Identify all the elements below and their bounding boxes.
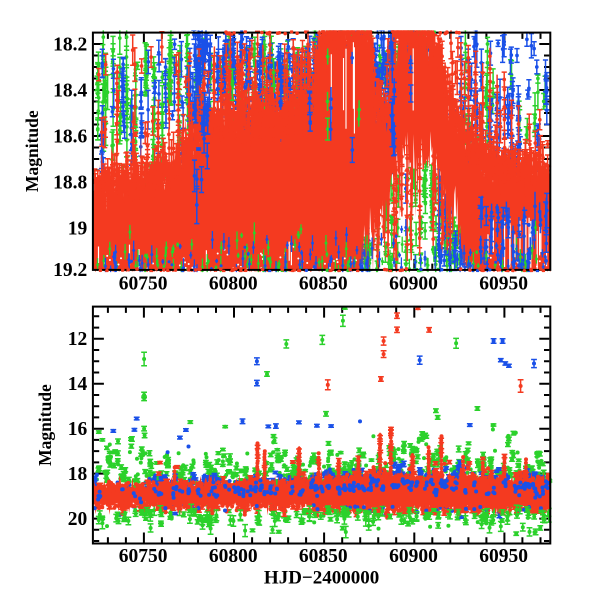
- svg-text:14: 14: [68, 374, 88, 395]
- svg-text:20: 20: [68, 509, 88, 530]
- svg-text:18.2: 18.2: [53, 34, 87, 55]
- svg-text:60750: 60750: [119, 274, 168, 295]
- svg-text:19: 19: [68, 218, 88, 239]
- svg-text:Magnitude: Magnitude: [35, 384, 55, 466]
- svg-text:60800: 60800: [209, 274, 258, 295]
- svg-text:60850: 60850: [299, 546, 348, 567]
- svg-text:60950: 60950: [479, 274, 528, 295]
- svg-text:12: 12: [68, 329, 88, 350]
- svg-text:60900: 60900: [389, 546, 438, 567]
- svg-text:18.8: 18.8: [53, 172, 87, 193]
- svg-text:18.6: 18.6: [53, 126, 87, 147]
- svg-text:60800: 60800: [209, 546, 258, 567]
- svg-text:Magnitude: Magnitude: [22, 110, 42, 192]
- svg-text:18: 18: [68, 464, 88, 485]
- svg-text:60950: 60950: [479, 546, 528, 567]
- svg-text:HJD−2400000: HJD−2400000: [264, 568, 379, 589]
- svg-text:18.4: 18.4: [53, 80, 87, 101]
- svg-text:60900: 60900: [389, 274, 438, 295]
- svg-text:19.2: 19.2: [53, 260, 87, 281]
- svg-text:16: 16: [68, 419, 88, 440]
- svg-text:60850: 60850: [299, 274, 348, 295]
- svg-text:60750: 60750: [119, 546, 168, 567]
